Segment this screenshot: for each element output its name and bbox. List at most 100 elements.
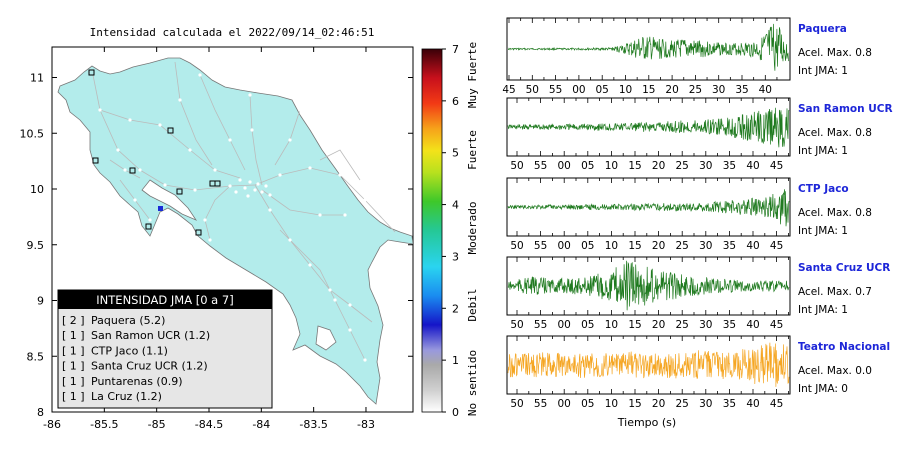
road [174, 61, 213, 166]
town-dot [158, 123, 162, 127]
station-marker [92, 157, 99, 164]
trace-tick-label: 00 [558, 240, 571, 252]
trace-tick-label: 35 [723, 398, 736, 410]
town-dot [203, 218, 207, 222]
trace-tick-label: 50 [510, 398, 523, 410]
trace-tick-label: 40 [746, 398, 759, 410]
legend-title: INTENSIDAD JMA [0 a 7] [96, 293, 233, 307]
town-dot [363, 358, 367, 362]
town-dot [298, 108, 302, 112]
seismogram-panel: 50 55 00 05 10 15 20 25 30 35 40 45 Santa Cruz UCR Ac… [506, 256, 890, 331]
trace-tick-label: 00 [558, 160, 571, 172]
town-dot [363, 198, 367, 202]
trace-tick-label: 25 [689, 84, 702, 96]
waveform-line [507, 189, 790, 227]
station-marker [209, 180, 216, 187]
legend-entry-rank: [ 1 ] [62, 360, 85, 373]
waveform-line [507, 260, 790, 311]
town-dot [318, 213, 322, 217]
accel-max-label: Acel. Max. 0.8 [798, 127, 872, 139]
town-dot [133, 198, 137, 202]
trace-tick-label: 05 [581, 398, 594, 410]
town-dot [268, 208, 272, 212]
town-dot [250, 128, 254, 132]
trace-tick-label: 30 [699, 240, 712, 252]
trace-tick-label: 00 [572, 84, 585, 96]
legend-entry-label: Santa Cruz UCR (1.2) [91, 360, 208, 373]
station-name: CTP Jaco [798, 183, 849, 195]
seismogram-panel: 45 50 55 00 05 10 15 20 25 30 35 40 Paquera Acel. Max… [502, 17, 872, 96]
waveform-line [507, 342, 790, 387]
trace-tick-label: 30 [699, 319, 712, 331]
lat-tick-label: 11 [30, 72, 44, 85]
station-name: Teatro Nacional [798, 341, 890, 353]
station-marker [176, 188, 183, 195]
road [91, 69, 256, 191]
int-jma-label: Int JMA: 0 [798, 383, 848, 395]
town-dot [333, 298, 337, 302]
road [319, 149, 361, 181]
trace-tick-label: 10 [605, 240, 618, 252]
road [254, 167, 396, 233]
road [204, 185, 231, 241]
trace-tick-label: 15 [628, 160, 641, 172]
costa-rica-land [57, 57, 413, 405]
waveform-line [507, 107, 790, 148]
lon-tick-label: -85.5 [90, 418, 118, 431]
trace-tick-label: 55 [534, 398, 547, 410]
trace-tick-label: 45 [770, 160, 783, 172]
trace-tick-label: 25 [676, 240, 689, 252]
legend-entry-label: La Cruz (1.2) [91, 390, 162, 403]
trace-tick-label: 05 [581, 319, 594, 331]
trace-tick-label: 00 [558, 319, 571, 331]
legend-entry-label: San Ramon UCR (1.2) [91, 329, 210, 342]
map-axes: -86 -85.5 -85 -84.5 -84 -83.5 -83 11 10.5 10 9.5 9 8… [20, 47, 413, 431]
trace-tick-label: 35 [735, 84, 748, 96]
lon-tick-label: -84 [252, 418, 270, 431]
lon-tick-label: -85 [148, 418, 166, 431]
road [249, 94, 263, 186]
trace-tick-label: 20 [652, 160, 665, 172]
accel-max-label: Acel. Max. 0.7 [798, 286, 872, 298]
time-axis-label: Tiempo (s) [617, 416, 676, 429]
trace-tick-label: 10 [619, 84, 632, 96]
station-marker [195, 229, 202, 236]
town-dot [348, 303, 352, 307]
station-marker [88, 69, 95, 76]
station-name: Santa Cruz UCR [798, 262, 890, 274]
colorbar-tick-label: 1 [452, 354, 459, 367]
trace-tick-label: 55 [549, 84, 562, 96]
town-dot [198, 73, 202, 77]
station-marker [145, 223, 152, 230]
town-dot [248, 180, 252, 184]
trace-tick-label: 50 [510, 240, 523, 252]
lat-tick-label: 8 [37, 406, 44, 419]
colorbar-category-label: Moderado [466, 202, 479, 255]
trace-tick-label: 30 [712, 84, 725, 96]
station-marker [129, 167, 136, 174]
station-name: San Ramon UCR [798, 103, 893, 115]
trace-frame [506, 335, 791, 395]
trace-tick-label: 40 [746, 240, 759, 252]
trace-tick-label: 35 [723, 319, 736, 331]
road [99, 109, 241, 179]
trace-tick-label: 20 [652, 398, 665, 410]
town-dot [308, 166, 312, 170]
road [279, 229, 366, 361]
colorbar-tick-label: 5 [452, 147, 459, 160]
trace-tick-label: 05 [596, 84, 609, 96]
intensity-legend: INTENSIDAD JMA [0 a 7] [ 2 ] Paquera (5.2… [57, 289, 273, 409]
lat-tick-label: 9.5 [27, 239, 45, 252]
trace-tick-label: 45 [502, 84, 515, 96]
map-title: Intensidad calculada el 2022/09/14_02:46… [90, 26, 375, 39]
trace-tick-label: 05 [581, 240, 594, 252]
lon-tick-label: -84.5 [195, 418, 223, 431]
town-dot [288, 138, 292, 142]
colorbar-category-label: Fuerte [466, 130, 479, 170]
colorbar-category-label: No sentido [466, 350, 479, 416]
int-jma-label: Int JMA: 1 [798, 225, 848, 237]
trace-tick-label: 50 [510, 160, 523, 172]
town-dot [264, 184, 268, 188]
trace-tick-label: 30 [699, 398, 712, 410]
